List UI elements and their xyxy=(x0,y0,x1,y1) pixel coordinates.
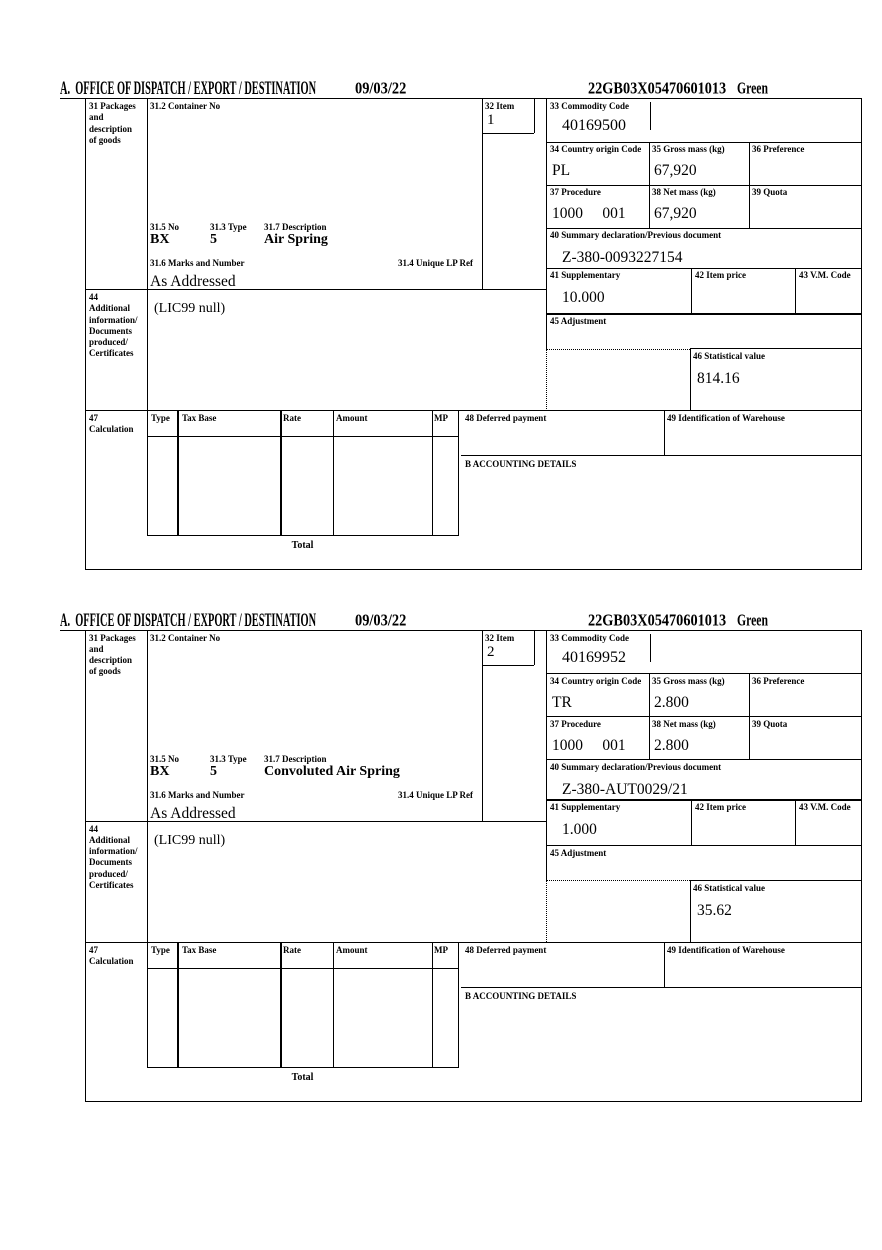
svg-text:09/03/22: 09/03/22 xyxy=(355,79,406,96)
svg-text:22GB03X05470601013: 22GB03X05470601013 xyxy=(588,611,726,627)
svg-text:A. OFFICE OF DISPATCH / EXPOR: A. OFFICE OF DISPATCH / EXPORT / DESTINA… xyxy=(60,79,316,98)
svg-text:09/03/22: 09/03/22 xyxy=(355,611,406,628)
svg-text:A. OFFICE OF DISPATCH / EXPOR: A. OFFICE OF DISPATCH / EXPORT / DESTINA… xyxy=(60,611,316,630)
svg-text:22GB03X05470601013: 22GB03X05470601013 xyxy=(588,80,726,96)
svg-text:Green: Green xyxy=(737,611,768,628)
svg-text:Green: Green xyxy=(737,79,768,96)
